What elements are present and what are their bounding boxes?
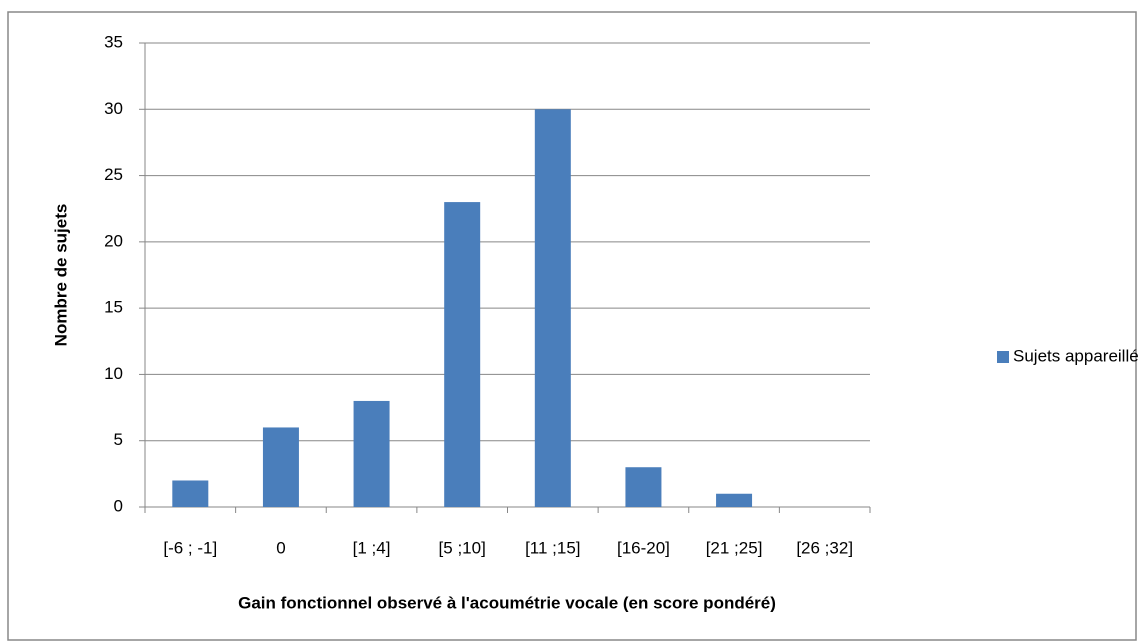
x-tick-label: [16-20] <box>617 538 670 557</box>
y-tick-label: 0 <box>114 496 123 515</box>
x-tick-label: 0 <box>276 538 285 557</box>
chart-border <box>7 11 1137 641</box>
y-axis-title: Nombre de sujets <box>51 204 70 347</box>
y-tick-label: 35 <box>104 32 123 51</box>
bar <box>625 467 662 507</box>
y-tick-label: 5 <box>114 430 123 449</box>
x-tick-label: [-6 ; -1] <box>163 538 217 557</box>
bar <box>716 493 753 507</box>
bar <box>262 427 299 507</box>
x-tick-label: [26 ;32] <box>796 538 853 557</box>
bar <box>444 202 481 508</box>
legend-label: Sujets appareillés <box>1013 346 1138 365</box>
y-tick-label: 30 <box>104 99 123 118</box>
x-tick-label: [11 ;15] <box>525 538 580 557</box>
y-tick-label: 10 <box>104 364 123 383</box>
bar <box>353 400 390 507</box>
bar <box>172 480 209 507</box>
x-tick-label: [5 ;10] <box>439 538 486 557</box>
x-tick-label: [1 ;4] <box>353 538 391 557</box>
x-axis-title: Gain fonctionnel observé à l'acoumétrie … <box>238 593 776 612</box>
x-tick-label: [21 ;25] <box>706 538 763 557</box>
y-tick-label: 15 <box>104 298 123 317</box>
bar <box>534 109 571 508</box>
legend-swatch <box>997 351 1009 363</box>
y-tick-label: 20 <box>104 231 123 250</box>
y-tick-label: 25 <box>104 165 123 184</box>
